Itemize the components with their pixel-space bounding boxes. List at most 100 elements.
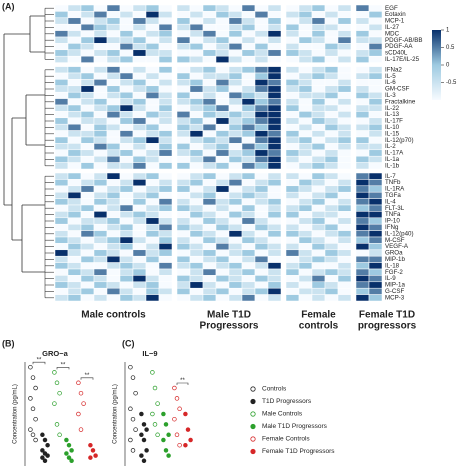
heatmap-cell bbox=[202, 111, 217, 119]
heatmap-cell bbox=[202, 49, 217, 57]
heatmap-cell bbox=[337, 104, 352, 112]
data-point bbox=[64, 437, 69, 443]
heatmap-cell bbox=[311, 4, 326, 12]
heatmap-cell bbox=[119, 155, 134, 163]
heatmap-cell bbox=[285, 104, 300, 112]
heatmap-cell bbox=[93, 123, 108, 131]
heatmap-cell bbox=[298, 123, 313, 131]
heatmap-cell bbox=[311, 262, 326, 270]
data-point bbox=[141, 422, 147, 427]
heatmap-cell bbox=[368, 155, 383, 163]
row-label: IP-10 bbox=[385, 218, 400, 225]
heatmap-cell bbox=[228, 198, 243, 206]
heatmap-cell bbox=[241, 249, 256, 257]
heatmap-cell bbox=[106, 204, 121, 212]
heatmap-cell bbox=[285, 155, 300, 163]
heatmap-cell bbox=[311, 55, 326, 63]
heatmap-cell bbox=[254, 149, 269, 157]
heatmap-cell bbox=[132, 217, 147, 225]
heatmap-cell bbox=[119, 281, 134, 289]
heatmap-cell bbox=[158, 236, 173, 244]
heatmap-cell bbox=[189, 36, 204, 44]
heatmap-cell bbox=[285, 198, 300, 206]
heatmap-cell bbox=[106, 294, 121, 302]
heatmap-cell bbox=[337, 223, 352, 231]
heatmap-cell bbox=[145, 4, 160, 12]
heatmap-cell bbox=[189, 11, 204, 19]
heatmap-cell bbox=[254, 262, 269, 270]
heatmap-cell bbox=[158, 255, 173, 263]
heatmap-cell bbox=[324, 4, 339, 12]
heatmap-cell bbox=[158, 4, 173, 12]
heatmap-cell bbox=[132, 236, 147, 244]
row-label: IL-17A bbox=[385, 150, 404, 157]
heatmap-cell bbox=[241, 104, 256, 112]
heatmap-cell bbox=[189, 287, 204, 295]
heatmap-cell bbox=[67, 98, 82, 106]
heatmap-cell bbox=[132, 268, 147, 276]
heatmap-cell bbox=[132, 136, 147, 144]
data-point bbox=[76, 380, 81, 386]
heatmap-cell bbox=[132, 111, 147, 119]
heatmap-cell bbox=[145, 249, 160, 257]
heatmap-cell bbox=[145, 223, 160, 231]
heatmap-cell bbox=[355, 223, 370, 231]
heatmap-cell bbox=[285, 49, 300, 57]
heatmap-cell bbox=[241, 91, 256, 99]
heatmap-cell bbox=[355, 191, 370, 199]
heatmap-cell bbox=[254, 275, 269, 283]
dendrogram bbox=[3, 15, 45, 273]
heatmap-cell bbox=[241, 11, 256, 19]
heatmap-cell bbox=[298, 43, 313, 51]
heatmap-cell bbox=[215, 217, 230, 225]
heatmap-cell bbox=[67, 217, 82, 225]
heatmap-cell bbox=[337, 111, 352, 119]
heatmap-cell bbox=[337, 211, 352, 219]
heatmap-cell bbox=[254, 198, 269, 206]
row-label: Eotaxin bbox=[385, 11, 406, 18]
heatmap-cell bbox=[215, 98, 230, 106]
heatmap-cell bbox=[202, 294, 217, 302]
heatmap-cell bbox=[254, 17, 269, 25]
heatmap-cell bbox=[80, 85, 95, 93]
heatmap-cell bbox=[355, 255, 370, 263]
heatmap-cell bbox=[254, 104, 269, 112]
heatmap-cell bbox=[106, 104, 121, 112]
heatmap-cell bbox=[202, 236, 217, 244]
heatmap-cell bbox=[254, 281, 269, 289]
heatmap-cell bbox=[267, 185, 282, 193]
heatmap-cell bbox=[355, 30, 370, 38]
heatmap-cell bbox=[241, 191, 256, 199]
heatmap-cell bbox=[202, 72, 217, 80]
heatmap-cell bbox=[298, 172, 313, 180]
heatmap-cell bbox=[202, 91, 217, 99]
heatmap-cell bbox=[267, 43, 282, 51]
legend-label: T1D Progressors bbox=[262, 398, 312, 405]
heatmap-cell bbox=[93, 230, 108, 238]
heatmap-cell bbox=[368, 179, 383, 187]
heatmap-cell bbox=[93, 4, 108, 12]
heatmap-cell bbox=[176, 294, 191, 302]
data-point bbox=[78, 390, 84, 396]
heatmap-cell bbox=[241, 66, 256, 74]
heatmap-cell bbox=[176, 17, 191, 25]
row-label: VEGF-A bbox=[385, 243, 409, 250]
heatmap-cell bbox=[145, 198, 160, 206]
heatmap-cell bbox=[189, 49, 204, 57]
heatmap-cell bbox=[285, 143, 300, 151]
heatmap-cell bbox=[228, 11, 243, 19]
heatmap-cell bbox=[158, 275, 173, 283]
heatmap-cell bbox=[355, 204, 370, 212]
heatmap-cell bbox=[158, 111, 173, 119]
heatmap-cell bbox=[158, 217, 173, 225]
heatmap-cell bbox=[93, 30, 108, 38]
heatmap-cell bbox=[324, 17, 339, 25]
heatmap-cell bbox=[67, 191, 82, 199]
heatmap-cell bbox=[228, 66, 243, 74]
heatmap-cell bbox=[145, 136, 160, 144]
heatmap-cell bbox=[176, 55, 191, 63]
heatmap-cell bbox=[106, 243, 121, 251]
heatmap-cell bbox=[93, 262, 108, 270]
heatmap-cell bbox=[298, 66, 313, 74]
heatmap-cell bbox=[189, 130, 204, 138]
